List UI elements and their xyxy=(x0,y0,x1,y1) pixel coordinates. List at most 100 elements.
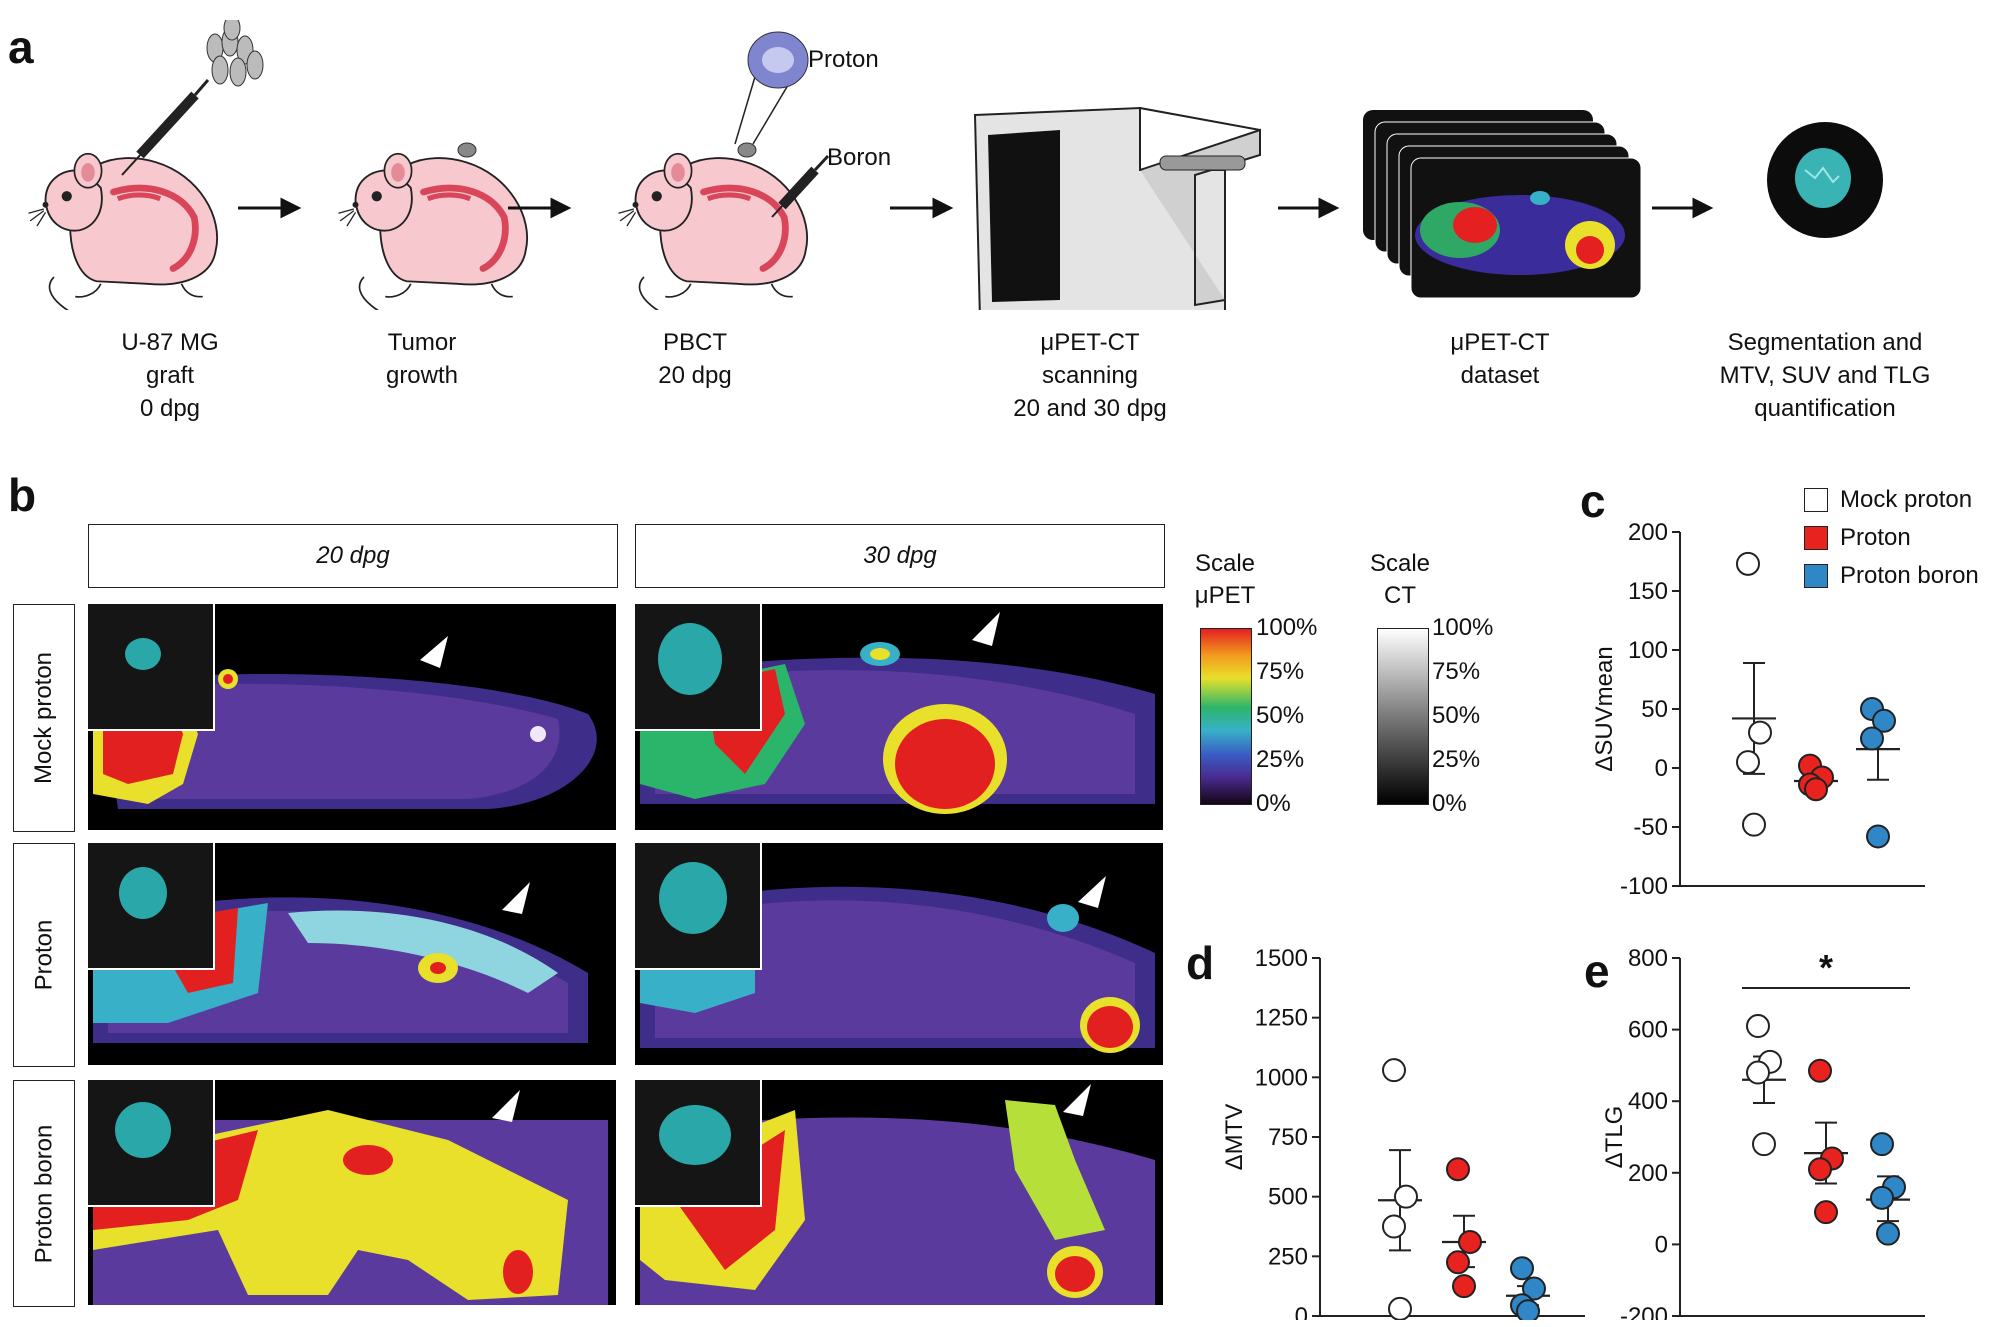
data-point-mock-proton xyxy=(1736,551,1760,576)
step-caption-6: Segmentation and MTV, SUV and TLG quantifi… xyxy=(1719,329,1931,422)
panel-letter-d: d xyxy=(1186,937,1215,989)
data-point-proton-boron xyxy=(1860,726,1884,751)
data-point-mock-proton xyxy=(1736,750,1760,775)
data-point-mock-proton xyxy=(1382,1058,1406,1083)
legend-proton-boron: Proton boron xyxy=(1804,562,1979,590)
y-tick-label: 200 xyxy=(1628,519,1668,546)
row-header-proton-boron: Proton boron xyxy=(13,1080,75,1307)
tumor-inset-proton-20 xyxy=(88,843,215,970)
panel-letter-c: c xyxy=(1580,475,1606,527)
scanner-icon xyxy=(973,106,1261,310)
data-point-mock-proton xyxy=(1382,1214,1406,1239)
y-tick-label: 800 xyxy=(1628,945,1668,972)
y-tick-label: 1000 xyxy=(1255,1064,1308,1091)
y-tick-label: 100 xyxy=(1628,637,1668,664)
y-tick-label: -200 xyxy=(1620,1303,1668,1320)
y-tick-label: 1500 xyxy=(1255,945,1308,972)
scan-proton-30dpg xyxy=(635,843,1163,1065)
step-caption-4: μPET-CT scanning 20 and 30 dpg xyxy=(1013,329,1167,422)
chart-c-suvmean: 200 150 100 50 0 -50 -100 ΔSUVmean xyxy=(1591,519,1925,900)
y-tick-label: 150 xyxy=(1628,578,1668,605)
syringe-1 xyxy=(121,79,210,176)
data-point-mock-proton xyxy=(1394,1184,1418,1209)
arrowhead-icon xyxy=(1078,876,1106,908)
scan-boron-30dpg xyxy=(635,1080,1163,1305)
ct-tick: 100% xyxy=(1432,614,1494,641)
data-point-mock-proton xyxy=(1746,1014,1770,1039)
tumor-inset-boron-30 xyxy=(635,1080,762,1207)
ct-tick: 50% xyxy=(1432,702,1481,729)
data-point-proton xyxy=(1446,1250,1470,1275)
data-point-proton xyxy=(1814,1200,1838,1225)
scan-boron-20dpg xyxy=(88,1080,616,1305)
data-point-proton-boron xyxy=(1870,1185,1894,1210)
tumor-inset-proton-30 xyxy=(635,843,762,970)
proton-label: Proton xyxy=(808,46,879,73)
step-caption-2: Tumor growth xyxy=(385,329,459,389)
data-point-proton xyxy=(1452,1274,1476,1299)
y-tick-label: 750 xyxy=(1268,1124,1308,1151)
ct-grey-scale xyxy=(1377,628,1429,805)
data-point-proton xyxy=(1446,1157,1470,1182)
y-tick-label: 50 xyxy=(1641,696,1668,723)
tumor-inset-mock-20 xyxy=(88,604,215,731)
data-point-proton-boron xyxy=(1516,1299,1540,1320)
row-header-proton: Proton xyxy=(13,843,75,1067)
step-caption-3: PBCT 20 dpg xyxy=(658,329,732,389)
data-point-mock-proton xyxy=(1746,1060,1770,1085)
row-header-mock-proton: Mock proton xyxy=(13,604,75,832)
scan-mock-20dpg xyxy=(88,604,616,830)
y-tick-label: 600 xyxy=(1628,1017,1668,1044)
panel-letter-b: b xyxy=(8,469,37,521)
data-point-proton xyxy=(1458,1230,1482,1255)
pet-tick: 25% xyxy=(1256,746,1305,773)
syringe-2 xyxy=(771,154,830,218)
data-point-proton xyxy=(1804,777,1828,802)
column-header-20dpg: 20 dpg xyxy=(88,524,618,588)
ct-tick: 0% xyxy=(1432,790,1467,817)
step-caption-5: μPET-CT dataset xyxy=(1450,329,1550,389)
y-tick-label: 250 xyxy=(1268,1243,1308,1270)
data-point-proton-boron xyxy=(1522,1276,1546,1301)
pet-color-scale xyxy=(1200,628,1252,805)
data-point-proton xyxy=(1808,1157,1832,1182)
legend-swatch-proton xyxy=(1804,526,1828,550)
chart-d-mtv: 1500 1250 1000 750 500 250 0 ΔMTV xyxy=(1221,945,1585,1320)
y-tick-label: 1250 xyxy=(1255,1005,1308,1032)
y-axis-label: ΔMTV xyxy=(1221,1104,1248,1171)
y-tick-label: 0 xyxy=(1295,1303,1308,1320)
column-header-30dpg: 30 dpg xyxy=(635,524,1165,588)
arrowhead-icon xyxy=(492,1090,520,1122)
y-tick-label: 500 xyxy=(1268,1184,1308,1211)
arrowhead-icon xyxy=(502,882,530,914)
y-tick-label: 200 xyxy=(1628,1160,1668,1187)
y-tick-label: 0 xyxy=(1655,755,1668,782)
pet-tick: 100% xyxy=(1256,614,1318,641)
data-point-proton-boron xyxy=(1876,1221,1900,1246)
legend-mock-proton: Mock proton xyxy=(1804,486,1972,514)
legend-swatch-proton-boron xyxy=(1804,564,1828,588)
data-point-proton-boron xyxy=(1872,708,1896,733)
pet-tick: 0% xyxy=(1256,790,1291,817)
y-tick-label: -100 xyxy=(1620,873,1668,900)
tumor-inset-boron-20 xyxy=(88,1080,215,1207)
dataset-stack-icon xyxy=(1363,110,1642,299)
significance-star: * xyxy=(1819,947,1833,988)
cells-icon xyxy=(206,20,264,87)
legend-swatch-mock xyxy=(1804,488,1828,512)
legend-proton: Proton xyxy=(1804,524,1911,552)
panel-letter-e: e xyxy=(1584,945,1610,997)
data-point-mock-proton xyxy=(1742,812,1766,837)
data-point-proton-boron xyxy=(1866,824,1890,849)
data-point-mock-proton xyxy=(1748,720,1772,745)
data-point-proton xyxy=(1808,1058,1832,1083)
data-point-mock-proton xyxy=(1752,1132,1776,1157)
arrowhead-icon xyxy=(420,636,448,668)
workflow-graphics xyxy=(20,20,1883,310)
pet-scale-title: Scale μPET xyxy=(1194,550,1256,609)
y-tick-label: -50 xyxy=(1633,814,1668,841)
arrowhead-icon xyxy=(1063,1084,1091,1116)
step-caption-1: U-87 MG graft 0 dpg xyxy=(121,329,219,422)
pet-tick: 50% xyxy=(1256,702,1305,729)
boron-label: Boron xyxy=(827,144,892,171)
